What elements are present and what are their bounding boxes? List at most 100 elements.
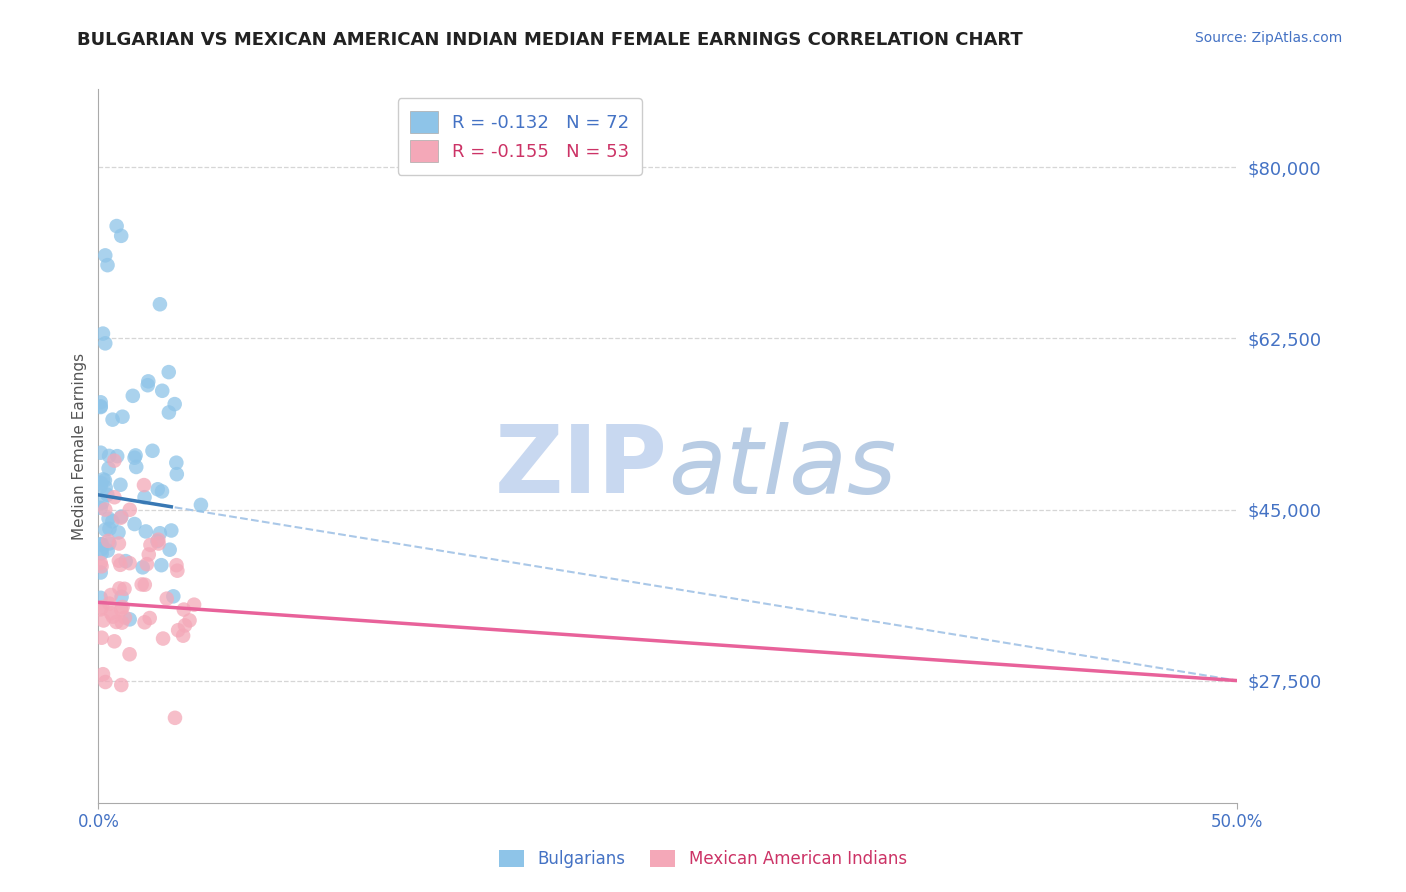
- Point: [165, 456, 187, 470]
- Point: [90, 559, 112, 574]
- Point: [97, 461, 120, 475]
- Point: [139, 538, 162, 552]
- Point: [98, 522, 121, 536]
- Point: [105, 219, 128, 233]
- Point: [96, 258, 118, 272]
- Point: [135, 524, 157, 539]
- Point: [90, 591, 112, 605]
- Point: [172, 629, 194, 643]
- Point: [114, 610, 136, 624]
- Text: atlas: atlas: [668, 422, 896, 513]
- Y-axis label: Median Female Earnings: Median Female Earnings: [72, 352, 87, 540]
- Text: ZIP: ZIP: [495, 421, 668, 514]
- Point: [159, 542, 181, 557]
- Point: [111, 600, 134, 615]
- Point: [167, 624, 190, 638]
- Point: [118, 612, 141, 626]
- Point: [163, 397, 186, 411]
- Text: Source: ZipAtlas.com: Source: ZipAtlas.com: [1195, 31, 1343, 45]
- Point: [107, 525, 129, 540]
- Point: [136, 378, 159, 392]
- Point: [166, 558, 188, 573]
- Point: [90, 602, 112, 616]
- Point: [179, 614, 201, 628]
- Point: [136, 375, 159, 389]
- Point: [166, 564, 188, 578]
- Point: [97, 533, 120, 548]
- Point: [90, 395, 112, 409]
- Point: [124, 449, 146, 463]
- Point: [108, 536, 131, 550]
- Legend: Bulgarians, Mexican American Indians: Bulgarians, Mexican American Indians: [492, 843, 914, 875]
- Point: [124, 450, 146, 465]
- Point: [90, 399, 112, 413]
- Point: [91, 496, 114, 510]
- Point: [93, 614, 115, 628]
- Point: [101, 412, 124, 426]
- Point: [98, 536, 121, 550]
- Point: [131, 577, 153, 591]
- Point: [90, 400, 112, 414]
- Point: [124, 516, 146, 531]
- Point: [162, 590, 184, 604]
- Point: [152, 632, 174, 646]
- Point: [90, 537, 112, 551]
- Point: [134, 615, 156, 630]
- Point: [111, 615, 134, 630]
- Point: [100, 588, 122, 602]
- Point: [108, 554, 131, 568]
- Point: [90, 500, 112, 515]
- Point: [90, 556, 112, 570]
- Point: [94, 481, 117, 495]
- Point: [110, 558, 132, 572]
- Point: [91, 472, 114, 486]
- Point: [118, 647, 141, 661]
- Point: [110, 477, 132, 491]
- Point: [91, 667, 114, 681]
- Point: [94, 248, 117, 262]
- Point: [96, 488, 118, 502]
- Point: [90, 446, 112, 460]
- Point: [114, 554, 136, 568]
- Point: [110, 510, 132, 524]
- Legend: R = -0.132   N = 72, R = -0.155   N = 53: R = -0.132 N = 72, R = -0.155 N = 53: [398, 98, 641, 175]
- Point: [94, 502, 117, 516]
- Point: [90, 480, 112, 494]
- Point: [135, 557, 157, 571]
- Point: [134, 577, 156, 591]
- Point: [103, 634, 125, 648]
- Point: [94, 675, 117, 690]
- Point: [90, 537, 112, 551]
- Point: [166, 467, 188, 482]
- Point: [91, 326, 114, 341]
- Point: [118, 556, 141, 570]
- Point: [110, 590, 132, 604]
- Point: [125, 460, 148, 475]
- Point: [94, 523, 117, 537]
- Point: [105, 615, 128, 629]
- Point: [108, 582, 131, 596]
- Point: [190, 498, 212, 512]
- Point: [90, 546, 112, 560]
- Point: [141, 443, 163, 458]
- Point: [134, 490, 156, 504]
- Point: [138, 611, 160, 625]
- Point: [150, 384, 173, 398]
- Text: BULGARIAN VS MEXICAN AMERICAN INDIAN MEDIAN FEMALE EARNINGS CORRELATION CHART: BULGARIAN VS MEXICAN AMERICAN INDIAN MED…: [77, 31, 1024, 49]
- Point: [90, 542, 112, 557]
- Point: [114, 582, 136, 596]
- Point: [110, 678, 132, 692]
- Point: [90, 566, 112, 580]
- Point: [174, 618, 197, 632]
- Point: [148, 536, 170, 550]
- Point: [146, 482, 169, 496]
- Point: [149, 526, 172, 541]
- Point: [131, 560, 153, 574]
- Point: [98, 449, 121, 463]
- Point: [91, 600, 114, 615]
- Point: [150, 558, 173, 573]
- Point: [110, 509, 132, 524]
- Point: [101, 514, 124, 528]
- Point: [183, 598, 205, 612]
- Point: [94, 336, 117, 351]
